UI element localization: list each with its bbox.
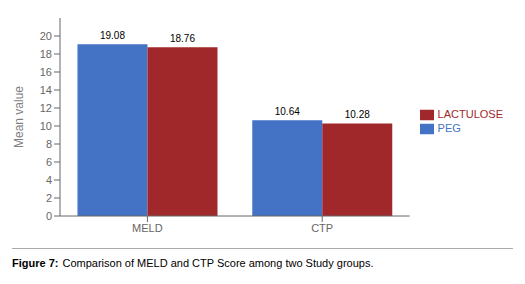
svg-text:10: 10 bbox=[40, 120, 52, 132]
svg-text:20: 20 bbox=[40, 30, 52, 42]
svg-text:18: 18 bbox=[40, 48, 52, 60]
svg-text:CTP: CTP bbox=[311, 222, 333, 234]
html-text:PEG: PEG bbox=[437, 122, 461, 134]
svg-text:14: 14 bbox=[40, 84, 52, 96]
svg-text:6: 6 bbox=[46, 156, 52, 168]
svg-text:0: 0 bbox=[46, 210, 52, 222]
html-text:LACTULOSE: LACTULOSE bbox=[437, 107, 503, 120]
svg-text:10.64: 10.64 bbox=[275, 106, 300, 117]
svg-text:10.28: 10.28 bbox=[345, 109, 370, 120]
html-text:Figure 7: Comparison of MELD a: Figure 7: Comparison of MELD and CTP Sco… bbox=[12, 257, 374, 269]
svg-text:4: 4 bbox=[46, 174, 52, 186]
svg-text:19.08: 19.08 bbox=[100, 30, 125, 41]
svg-text:2: 2 bbox=[46, 192, 52, 204]
svg-text:18.76: 18.76 bbox=[170, 33, 195, 44]
svg-text:Mean value: Mean value bbox=[12, 86, 26, 148]
svg-text:16: 16 bbox=[40, 66, 52, 78]
svg-text:8: 8 bbox=[46, 138, 52, 150]
svg-text:MELD: MELD bbox=[132, 222, 163, 234]
svg-text:12: 12 bbox=[40, 102, 52, 114]
